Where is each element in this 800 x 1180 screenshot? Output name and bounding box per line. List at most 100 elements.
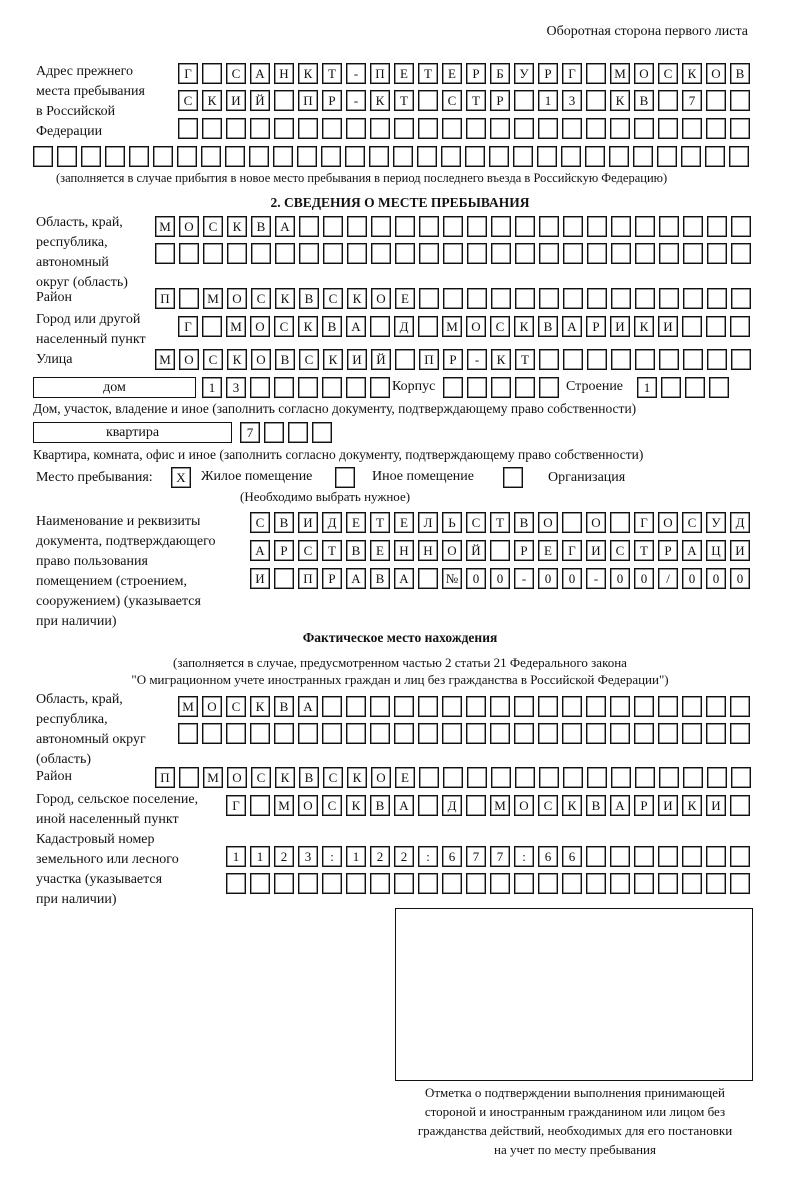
char-box[interactable]: П: [419, 349, 439, 370]
char-box[interactable]: Т: [322, 540, 342, 561]
char-box[interactable]: [179, 767, 199, 788]
char-box[interactable]: [467, 216, 487, 237]
char-box[interactable]: [418, 568, 438, 589]
char-box[interactable]: К: [370, 90, 390, 111]
char-box[interactable]: [587, 349, 607, 370]
char-box[interactable]: М: [226, 316, 246, 337]
char-box[interactable]: [514, 723, 534, 744]
char-box[interactable]: С: [442, 90, 462, 111]
char-box[interactable]: [635, 349, 655, 370]
char-box[interactable]: [201, 146, 221, 167]
char-box[interactable]: 3: [226, 377, 246, 398]
char-box[interactable]: [683, 767, 703, 788]
char-box[interactable]: [490, 540, 510, 561]
char-box[interactable]: [322, 377, 342, 398]
char-box[interactable]: [539, 216, 559, 237]
char-box[interactable]: [562, 118, 582, 139]
char-box[interactable]: С: [466, 512, 486, 533]
char-box[interactable]: А: [298, 696, 318, 717]
char-box[interactable]: 1: [346, 846, 366, 867]
char-box[interactable]: [491, 767, 511, 788]
char-box[interactable]: [298, 723, 318, 744]
char-box[interactable]: [515, 767, 535, 788]
char-box[interactable]: Ц: [706, 540, 726, 561]
char-box[interactable]: [586, 118, 606, 139]
char-box[interactable]: К: [634, 316, 654, 337]
char-box[interactable]: [153, 146, 173, 167]
char-box[interactable]: [442, 873, 462, 894]
char-box[interactable]: В: [322, 316, 342, 337]
char-box[interactable]: [635, 288, 655, 309]
char-box[interactable]: 7: [466, 846, 486, 867]
char-box[interactable]: -: [467, 349, 487, 370]
char-box[interactable]: Е: [370, 540, 390, 561]
char-box[interactable]: 0: [490, 568, 510, 589]
char-box[interactable]: Г: [562, 63, 582, 84]
char-box[interactable]: [610, 873, 630, 894]
char-box[interactable]: [683, 216, 703, 237]
char-box[interactable]: [419, 767, 439, 788]
char-box[interactable]: К: [298, 63, 318, 84]
char-box[interactable]: С: [658, 63, 678, 84]
char-box[interactable]: [587, 216, 607, 237]
char-box[interactable]: 0: [466, 568, 486, 589]
char-box[interactable]: [441, 146, 461, 167]
char-box[interactable]: [706, 90, 726, 111]
char-box[interactable]: [707, 767, 727, 788]
char-box[interactable]: Н: [394, 540, 414, 561]
char-box[interactable]: [442, 118, 462, 139]
char-box[interactable]: У: [706, 512, 726, 533]
char-box[interactable]: [417, 146, 437, 167]
char-box[interactable]: [707, 349, 727, 370]
char-box[interactable]: [490, 118, 510, 139]
char-box[interactable]: Г: [226, 795, 246, 816]
char-box[interactable]: [225, 146, 245, 167]
char-box[interactable]: [537, 146, 557, 167]
char-box[interactable]: [610, 723, 630, 744]
char-box[interactable]: Г: [178, 316, 198, 337]
char-box[interactable]: [682, 316, 702, 337]
char-box[interactable]: [682, 846, 702, 867]
char-box[interactable]: [179, 243, 199, 264]
char-box[interactable]: [682, 873, 702, 894]
char-box[interactable]: [634, 723, 654, 744]
char-box[interactable]: [466, 873, 486, 894]
char-box[interactable]: Н: [274, 63, 294, 84]
char-box[interactable]: [562, 696, 582, 717]
char-box[interactable]: С: [251, 767, 271, 788]
char-box[interactable]: [611, 216, 631, 237]
char-box[interactable]: -: [514, 568, 534, 589]
char-box[interactable]: [369, 146, 389, 167]
char-box[interactable]: [658, 873, 678, 894]
char-box[interactable]: Е: [395, 767, 415, 788]
char-box[interactable]: Р: [322, 568, 342, 589]
char-box[interactable]: [634, 118, 654, 139]
char-box[interactable]: [178, 118, 198, 139]
char-box[interactable]: Е: [394, 512, 414, 533]
char-box[interactable]: [249, 146, 269, 167]
char-box[interactable]: [370, 873, 390, 894]
char-box[interactable]: П: [298, 568, 318, 589]
char-box[interactable]: [393, 146, 413, 167]
flat-type-field[interactable]: квартира: [33, 422, 232, 443]
char-box[interactable]: М: [155, 349, 175, 370]
char-box[interactable]: У: [514, 63, 534, 84]
char-box[interactable]: [586, 873, 606, 894]
char-box[interactable]: П: [298, 90, 318, 111]
char-box[interactable]: М: [610, 63, 630, 84]
char-box[interactable]: 0: [706, 568, 726, 589]
char-box[interactable]: [155, 243, 175, 264]
char-box[interactable]: О: [202, 696, 222, 717]
char-box[interactable]: [298, 377, 318, 398]
char-box[interactable]: [322, 696, 342, 717]
char-box[interactable]: [586, 846, 606, 867]
char-box[interactable]: 1: [637, 377, 657, 398]
char-box[interactable]: Р: [658, 540, 678, 561]
char-box[interactable]: [322, 118, 342, 139]
char-box[interactable]: К: [491, 349, 511, 370]
char-box[interactable]: К: [323, 349, 343, 370]
char-box[interactable]: [466, 795, 486, 816]
char-box[interactable]: Й: [250, 90, 270, 111]
char-box[interactable]: [202, 723, 222, 744]
char-box[interactable]: К: [227, 349, 247, 370]
